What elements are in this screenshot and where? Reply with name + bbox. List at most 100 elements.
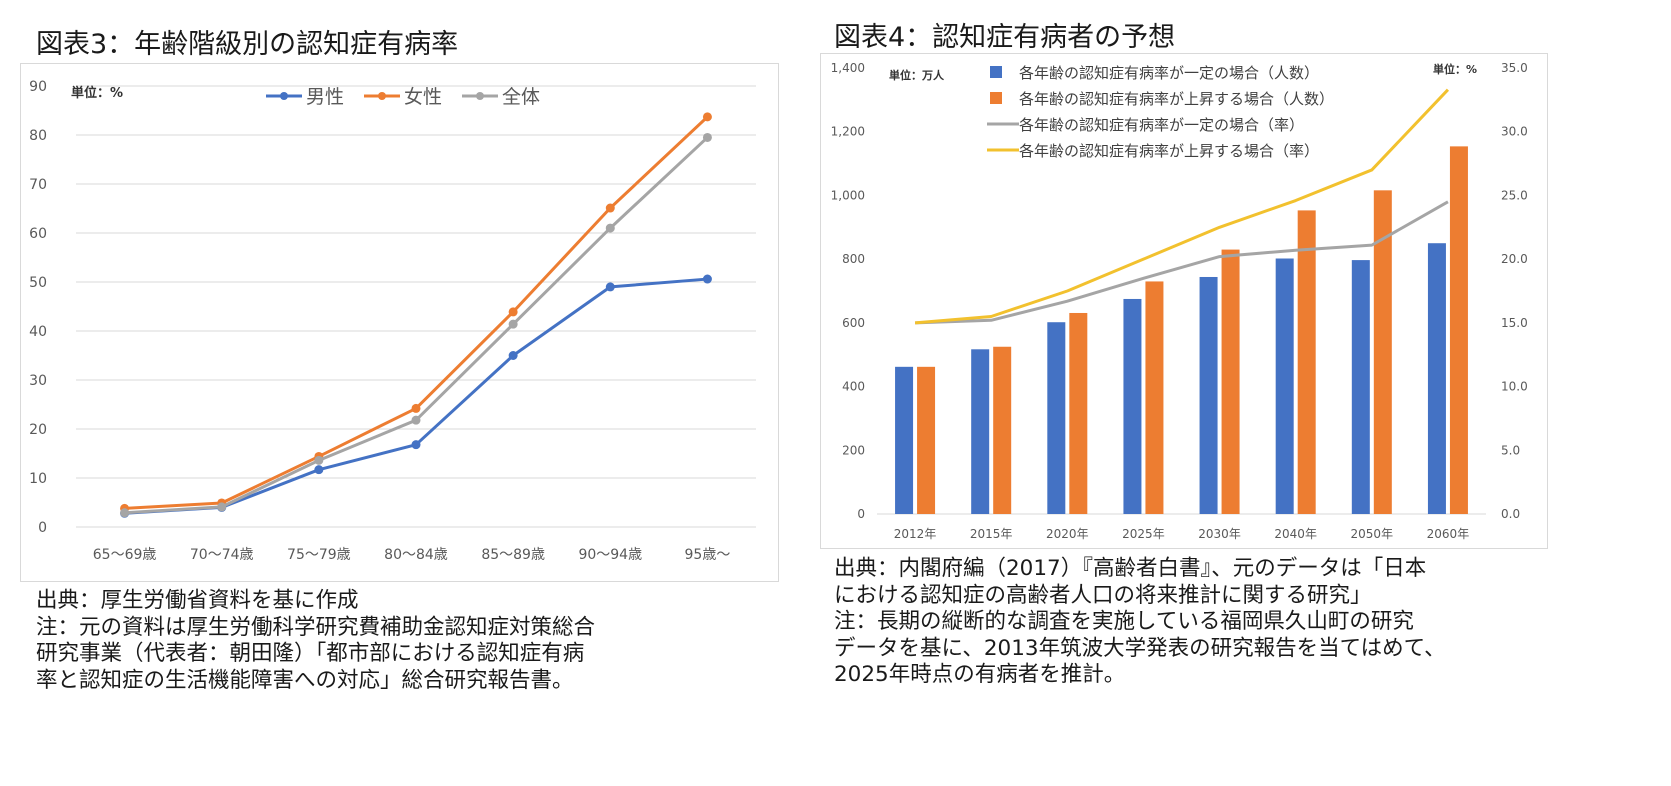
bar <box>971 349 990 514</box>
left-note-line: 研究事業（代表者：朝田隆）「都市部における認知症有病 <box>36 641 585 666</box>
y-tick-label: 60 <box>29 226 47 242</box>
data-point <box>702 112 712 122</box>
x-tick-label: 2020年 <box>1046 527 1089 541</box>
x-tick-label: 2060年 <box>1427 527 1470 541</box>
y-tick-label: 1,000 <box>831 188 865 202</box>
right-notes: 出典：内閣府編（2017）『高齢者白書』、元のデータは「日本 における認知症の高… <box>834 556 1446 689</box>
left-note-line: 率と認知症の生活機能障害への対応」総合研究報告書。 <box>36 667 574 693</box>
legend-swatch <box>990 92 1002 104</box>
x-tick-label: 95歳～ <box>685 547 731 563</box>
bar <box>993 346 1012 514</box>
data-point <box>508 351 518 360</box>
legend-label: 各年齢の認知症有病率が上昇する場合（率） <box>1019 142 1319 160</box>
right-note-line: 出典：内閣府編（2017）『高齢者白書』、元のデータは「日本 <box>834 556 1427 581</box>
bar <box>1199 276 1218 514</box>
right-note-line: 注：長期の縦断的な調査を実施している福岡県久山町の研究 <box>834 609 1414 634</box>
legend-label: 各年齢の認知症有病率が一定の場合（人数） <box>1019 64 1319 82</box>
x-tick-label: 65～69歳 <box>93 547 157 563</box>
y-tick-label: 10 <box>29 471 47 487</box>
bar <box>1145 281 1164 514</box>
legend-marker <box>378 92 386 100</box>
data-point <box>411 403 421 413</box>
bar <box>1427 243 1446 514</box>
x-tick-label: 85～89歳 <box>481 547 545 563</box>
data-point <box>314 465 324 475</box>
bar <box>917 366 936 514</box>
series-line <box>124 136 709 515</box>
bar <box>1047 322 1066 514</box>
x-tick-label: 75～79歳 <box>287 547 351 563</box>
right-note-line: データを基に、2013年筑波大学発表の研究報告を当てはめて、 <box>834 635 1446 661</box>
data-point <box>605 282 615 292</box>
bar <box>1275 258 1294 514</box>
data-point <box>314 455 324 465</box>
data-point <box>411 415 421 425</box>
y-tick-label: 600 <box>842 316 865 330</box>
data-point <box>217 502 227 512</box>
y2-tick-label: 20.0 <box>1501 252 1528 266</box>
y-tick-label: 1,400 <box>831 61 865 75</box>
right-chart-title: 図表4：認知症有病者の予想 <box>834 22 1176 53</box>
data-point <box>120 508 130 518</box>
y-tick-label: 30 <box>29 373 47 389</box>
bar <box>1069 312 1088 514</box>
unit-label-left: 単位：万人 <box>889 68 945 82</box>
data-point <box>605 203 615 213</box>
y-tick-label: 0 <box>38 520 47 536</box>
left-notes: 出典：厚生労働省資料を基に作成 注：元の資料は厚生労働科学研究費補助金認知症対策… <box>36 588 595 694</box>
y2-tick-label: 30.0 <box>1501 125 1528 139</box>
bar <box>1373 190 1392 514</box>
y-tick-label: 800 <box>842 252 865 266</box>
y-tick-label: 1,200 <box>831 125 865 139</box>
bar <box>1123 298 1142 514</box>
legend-label: 女性 <box>404 86 442 108</box>
unit-label-right: 単位：% <box>1433 62 1477 76</box>
data-point <box>702 274 712 284</box>
left-line-chart: 0 10 20 30 40 50 60 70 80 90 65～69歳 70～74歳 75～79歳 80～… <box>29 79 756 563</box>
y2-tick-label: 5.0 <box>1501 443 1520 457</box>
data-point <box>411 440 421 450</box>
bar <box>1297 210 1316 514</box>
y-tick-label: 70 <box>29 177 47 193</box>
series-line <box>914 88 1450 325</box>
data-point <box>508 319 518 329</box>
data-point <box>605 223 615 233</box>
legend-label: 各年齢の認知症有病率が上昇する場合（人数） <box>1019 90 1334 108</box>
data-point <box>508 307 518 317</box>
data-point <box>702 132 712 142</box>
bar <box>1449 146 1468 514</box>
left-note-line: 注：元の資料は厚生労働科学研究費補助金認知症対策総合 <box>36 614 596 640</box>
right-note-line: 2025年時点の有病者を推計。 <box>834 662 1126 687</box>
y2-tick-label: 15.0 <box>1501 316 1528 330</box>
legend-label: 男性 <box>306 86 344 108</box>
y-tick-label: 50 <box>29 275 47 291</box>
y-tick-label: 40 <box>29 324 47 340</box>
y-tick-label: 200 <box>842 443 865 457</box>
legend-swatch <box>990 66 1002 78</box>
x-tick-label: 2050年 <box>1351 527 1394 541</box>
right-note-line: における認知症の高齢者人口の将来推計に関する研究」 <box>834 582 1372 608</box>
y2-tick-label: 10.0 <box>1501 380 1528 394</box>
right-chart-panel: 0 200 400 600 800 1,000 1,200 1,400 0.0 5.0 10.0 15… <box>820 53 1548 549</box>
y-tick-label: 90 <box>29 79 47 95</box>
x-tick-label: 2040年 <box>1274 527 1317 541</box>
legend-marker <box>280 92 288 100</box>
bar <box>895 366 914 514</box>
y-tick-label: 0 <box>857 507 865 521</box>
left-note-line: 出典：厚生労働省資料を基に作成 <box>36 588 359 613</box>
series-line <box>124 115 709 510</box>
bar <box>1221 249 1240 515</box>
x-tick-label: 90～94歳 <box>578 547 642 563</box>
x-tick-label: 80～84歳 <box>384 547 448 563</box>
y2-tick-label: 35.0 <box>1501 61 1528 75</box>
bar <box>1351 260 1370 514</box>
x-tick-label: 2025年 <box>1122 527 1165 541</box>
y-tick-label: 20 <box>29 422 47 438</box>
y2-tick-label: 0.0 <box>1501 507 1520 521</box>
x-tick-label: 70～74歳 <box>190 547 254 563</box>
left-chart-panel: 0 10 20 30 40 50 60 70 80 90 65～69歳 70～74歳 75～79歳 80～… <box>20 63 779 582</box>
legend-label: 全体 <box>502 86 540 108</box>
y2-tick-label: 25.0 <box>1501 188 1528 202</box>
y-tick-label: 400 <box>842 380 865 394</box>
right-combo-chart: 0 200 400 600 800 1,000 1,200 1,400 0.0 5.0 10.0 15… <box>831 61 1528 541</box>
